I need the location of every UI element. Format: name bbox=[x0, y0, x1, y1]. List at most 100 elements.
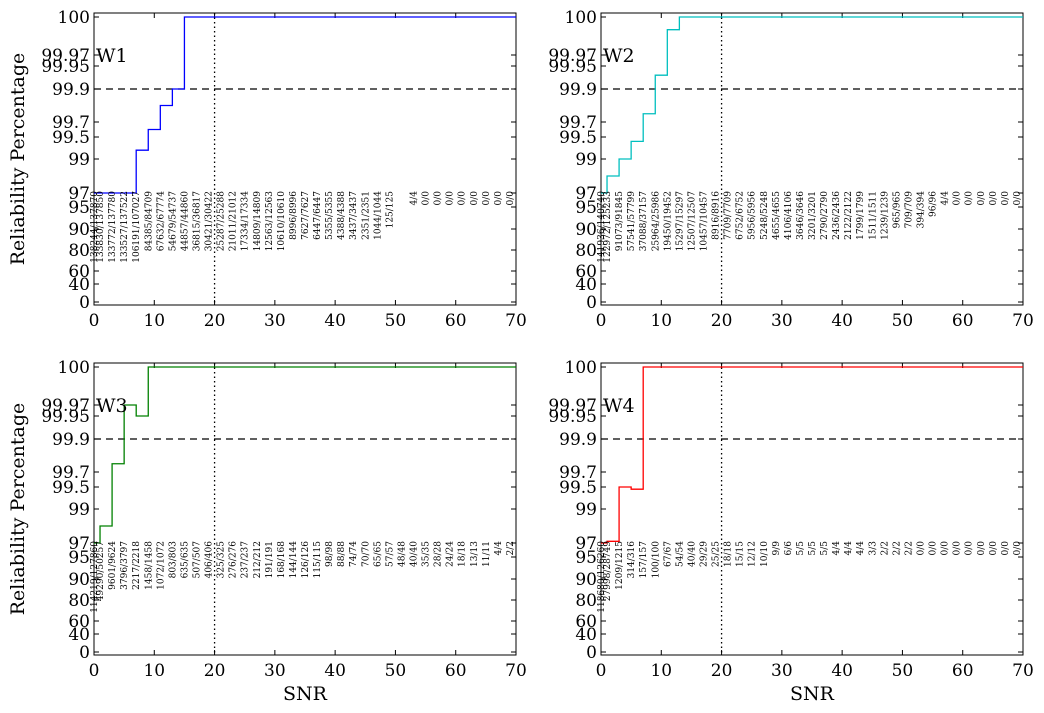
x-tick-label: 0 bbox=[89, 311, 100, 331]
count-annotation: 1799/1799 bbox=[856, 191, 866, 240]
count-annotation: 2/2 bbox=[880, 541, 890, 555]
x-tick-label: 50 bbox=[385, 661, 407, 681]
y-tick-label: 40 bbox=[68, 275, 90, 295]
count-annotation: 24/24 bbox=[446, 541, 456, 567]
x-tick-label: 70 bbox=[1012, 311, 1034, 331]
count-annotation: 98/98 bbox=[325, 541, 335, 567]
count-annotation: 15297/15297 bbox=[675, 191, 685, 252]
count-annotation: 5355/5355 bbox=[325, 191, 335, 240]
y-tick-label: 60 bbox=[575, 262, 597, 282]
count-annotation: 1239/1239 bbox=[880, 191, 890, 240]
count-annotation: 3/3 bbox=[868, 541, 878, 556]
count-annotation: 12/12 bbox=[748, 541, 758, 567]
series-line-0 bbox=[601, 366, 1023, 544]
count-annotation: 2/2 bbox=[904, 541, 914, 555]
y-tick-label: 99.95 bbox=[548, 407, 597, 427]
panel-label: W2 bbox=[603, 45, 635, 67]
count-annotation: 0/0 bbox=[458, 191, 468, 206]
x-tick-label: 10 bbox=[650, 661, 672, 681]
count-annotation: 1072/1072 bbox=[156, 541, 166, 590]
x-tick-label: 50 bbox=[892, 661, 914, 681]
count-annotation: 2217/2218 bbox=[132, 541, 142, 590]
count-annotation: 4388/4388 bbox=[337, 191, 347, 240]
count-annotation: 133772/137780 bbox=[108, 191, 118, 263]
count-annotation: 4655/4655 bbox=[772, 191, 782, 240]
count-annotation: 133830/137850 bbox=[96, 191, 106, 263]
series-line-0 bbox=[94, 366, 516, 544]
y-tick-label: 100 bbox=[58, 358, 90, 378]
y-tick-label: 97 bbox=[575, 184, 597, 204]
count-annotation: 5956/5956 bbox=[748, 191, 758, 240]
count-annotation: 122972/125233 bbox=[603, 191, 613, 263]
count-annotation: 138244/137870 bbox=[90, 191, 100, 263]
count-annotation: 2/2 bbox=[506, 541, 516, 555]
count-annotation: 237/237 bbox=[241, 541, 251, 579]
count-annotation: 276/276 bbox=[229, 541, 239, 579]
count-annotation: 15/15 bbox=[736, 541, 746, 567]
y-tick-label: 99.7 bbox=[52, 113, 90, 133]
count-annotation: 19450/19452 bbox=[663, 191, 673, 251]
count-annotation: 25287/25288 bbox=[217, 191, 227, 252]
y-tick-label: 95 bbox=[68, 548, 90, 568]
count-annotation: 965/965 bbox=[892, 191, 902, 229]
count-annotation: 44857/44860 bbox=[180, 191, 190, 252]
x-tick-label: 70 bbox=[505, 661, 527, 681]
count-annotation: 0/0 bbox=[989, 541, 999, 556]
plot-frame bbox=[93, 12, 517, 306]
count-annotation: 4/4 bbox=[844, 541, 854, 556]
y-tick-label: 99.9 bbox=[559, 80, 597, 100]
count-annotation: 3201/3201 bbox=[808, 191, 818, 240]
count-annotation: 96/96 bbox=[929, 191, 939, 217]
count-annotation: 18/18 bbox=[724, 541, 734, 567]
count-annotation: 1511/1511 bbox=[868, 191, 878, 240]
count-annotation: 2/2 bbox=[892, 541, 902, 555]
y-tick-label: 99.95 bbox=[548, 57, 597, 77]
count-annotation: 0/0 bbox=[422, 191, 432, 206]
panel-label: W4 bbox=[603, 395, 635, 417]
count-annotation: 17334/17334 bbox=[241, 191, 251, 252]
y-tick-label: 60 bbox=[68, 612, 90, 632]
y-tick-label: 95 bbox=[575, 548, 597, 568]
count-annotation: 91073/91845 bbox=[615, 191, 625, 252]
count-annotation: 7627/7627 bbox=[301, 191, 311, 240]
x-tick-label: 0 bbox=[596, 311, 607, 331]
count-annotation: 406/406 bbox=[205, 541, 215, 579]
y-tick-label: 0 bbox=[586, 643, 597, 663]
count-annotation: 1044/1044 bbox=[373, 191, 383, 240]
count-annotation: 88/88 bbox=[337, 541, 347, 567]
count-annotation: 0/0 bbox=[929, 541, 939, 556]
count-annotation: 12507/12507 bbox=[687, 191, 697, 252]
y-tick-label: 0 bbox=[79, 293, 90, 313]
plot-frame bbox=[600, 362, 1024, 656]
y-tick-label: 99.97 bbox=[41, 46, 90, 66]
count-annotation: 70/70 bbox=[361, 541, 371, 567]
count-annotation: 37088/37157 bbox=[639, 191, 649, 252]
y-tick-label: 0 bbox=[79, 643, 90, 663]
y-tick-label: 95 bbox=[68, 198, 90, 218]
y-tick-label: 80 bbox=[68, 591, 90, 611]
x-tick-label: 10 bbox=[143, 311, 165, 331]
y-tick-label: 0 bbox=[586, 293, 597, 313]
count-annotation: 40/40 bbox=[410, 541, 420, 567]
count-annotation: 0/0 bbox=[1001, 541, 1011, 556]
count-annotation: 114219/127860 bbox=[90, 541, 100, 613]
count-annotation: 84385/84709 bbox=[144, 191, 154, 252]
x-tick-label: 0 bbox=[89, 661, 100, 681]
count-annotation: 0/0 bbox=[434, 191, 444, 206]
count-annotation: 325/325 bbox=[217, 541, 227, 579]
series-line-0 bbox=[601, 16, 1023, 194]
y-tick-label: 99.5 bbox=[559, 478, 597, 498]
y-tick-label: 80 bbox=[68, 241, 90, 261]
y-tick-label: 99 bbox=[575, 150, 597, 170]
y-tick-label: 99.5 bbox=[52, 478, 90, 498]
y-tick-label: 40 bbox=[575, 275, 597, 295]
y-tick-label: 99.97 bbox=[41, 396, 90, 416]
x-tick-label: 30 bbox=[264, 661, 286, 681]
count-annotation: 0/0 bbox=[965, 541, 975, 556]
count-annotation: 0/0 bbox=[941, 541, 951, 556]
chart-panel-w4: 0 10 20 30 40 50 60 7004060809095979999.599.799… bbox=[548, 358, 1033, 705]
x-tick-label: 70 bbox=[1012, 661, 1034, 681]
count-annotation: 21011/21012 bbox=[229, 191, 239, 251]
y-tick-label: 99.97 bbox=[548, 396, 597, 416]
